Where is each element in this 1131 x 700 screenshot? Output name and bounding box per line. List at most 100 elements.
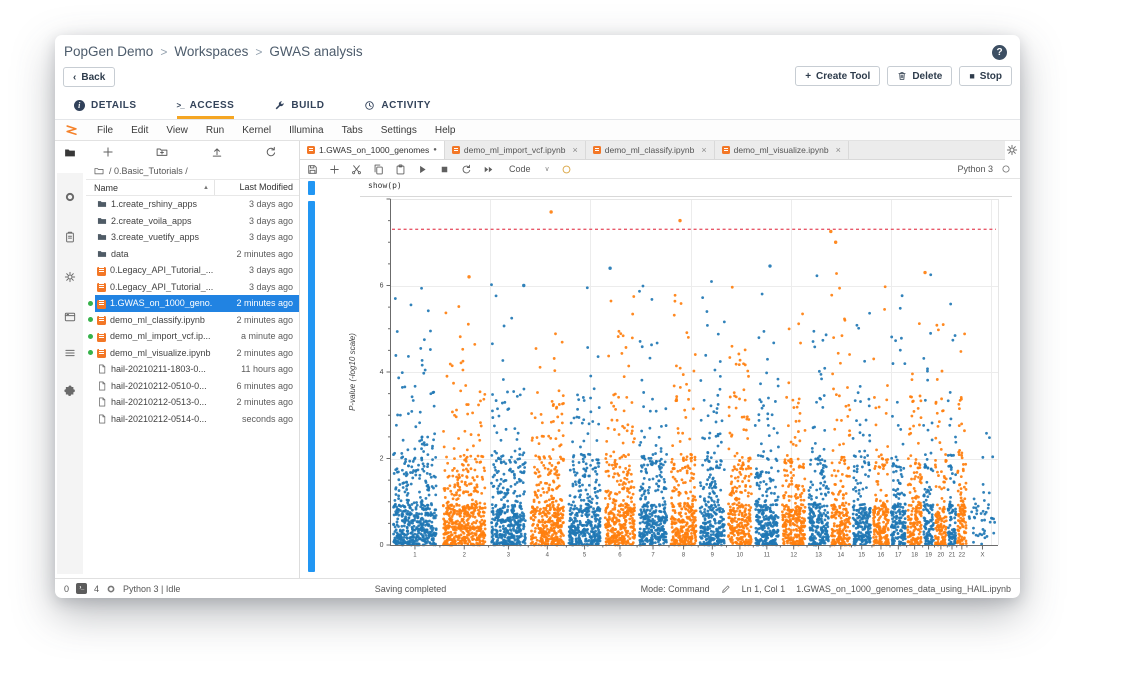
copy-cell-button[interactable]	[373, 164, 384, 175]
file-row[interactable]: hail-20210211-1803-0... 11 hours ago	[86, 361, 299, 378]
new-folder-icon[interactable]	[156, 146, 168, 158]
menu-item-file[interactable]: File	[97, 124, 114, 136]
file-modified: 2 minutes ago	[236, 347, 293, 358]
help-button[interactable]: ?	[992, 45, 1007, 60]
file-list: 1.create_rshiny_apps 3 days ago 2.create_v…	[86, 196, 299, 427]
file-row[interactable]: 2.create_voila_apps 3 days ago	[86, 213, 299, 230]
running-sessions-icon[interactable]	[64, 191, 76, 203]
jupyter-menubar: File Edit View Run Kernel Illumina Tabs Setting…	[55, 120, 1020, 141]
menu-item-view[interactable]: View	[166, 124, 188, 136]
folder-icon	[97, 232, 107, 242]
menu-item-edit[interactable]: Edit	[131, 124, 149, 136]
restart-kernel-button[interactable]	[461, 164, 472, 175]
tab-details[interactable]: i DETAILS	[74, 96, 137, 119]
menu-item-run[interactable]: Run	[205, 124, 225, 136]
create-tool-button[interactable]: + Create Tool	[795, 66, 881, 86]
paste-cell-button[interactable]	[395, 164, 406, 175]
running-indicator	[88, 350, 93, 356]
menu-item-illumina[interactable]: Illumina	[289, 124, 324, 136]
file-row[interactable]: hail-20210212-0513-0... 2 minutes ago	[86, 394, 299, 411]
file-row[interactable]: demo_ml_classify.ipynb 2 minutes ago	[86, 312, 299, 329]
extensions-icon[interactable]	[64, 384, 76, 396]
tab-build[interactable]: BUILD	[274, 96, 324, 119]
stop-square-icon: ■	[969, 70, 975, 81]
close-icon[interactable]: ×	[701, 145, 707, 155]
file-row[interactable]: hail-20210212-0514-0... seconds ago	[86, 411, 299, 428]
file-row[interactable]: hail-20210212-0510-0... 6 minutes ago	[86, 378, 299, 395]
delete-button[interactable]: Delete	[887, 66, 953, 86]
file-browser-icon[interactable]	[64, 147, 76, 159]
doc-tab[interactable]: demo_ml_visualize.ipynb ×	[714, 141, 849, 159]
breadcrumb-item[interactable]: PopGen Demo	[64, 44, 154, 59]
refresh-icon[interactable]	[265, 146, 277, 158]
menu-item-kernel[interactable]: Kernel	[242, 124, 272, 136]
menu-item-settings[interactable]: Settings	[380, 124, 417, 136]
cell-type-dropdown[interactable]: Code ∨	[509, 164, 550, 174]
kernel-name[interactable]: Python 3	[957, 164, 993, 174]
activity-bar-strip	[57, 173, 83, 574]
cell-collapser-output[interactable]	[308, 201, 315, 572]
file-icon	[97, 397, 107, 407]
tab-access[interactable]: >_ ACCESS	[176, 96, 235, 119]
close-icon[interactable]: ×	[572, 145, 578, 155]
file-row[interactable]: data 2 minutes ago	[86, 246, 299, 263]
pencil-icon	[721, 584, 731, 594]
spacer-dot	[88, 383, 93, 388]
jupyter-logo-icon	[64, 123, 80, 137]
menu-item-tabs[interactable]: Tabs	[341, 124, 363, 136]
cut-cell-button[interactable]	[351, 164, 362, 175]
tab-activity[interactable]: ACTIVITY	[364, 96, 431, 119]
plus-icon: +	[805, 70, 812, 82]
new-launcher-icon[interactable]	[102, 146, 114, 158]
doc-tab[interactable]: demo_ml_classify.ipynb ×	[585, 141, 715, 159]
spacer-dot	[88, 367, 93, 372]
file-name: 1.create_rshiny_apps	[111, 199, 198, 210]
file-row[interactable]: 1.GWAS_on_1000_geno... 2 minutes ago	[86, 295, 299, 312]
modified-column-header[interactable]: Last Modified	[214, 180, 299, 195]
restart-run-all-button[interactable]	[483, 164, 494, 175]
file-row[interactable]: 1.create_rshiny_apps 3 days ago	[86, 196, 299, 213]
table-of-contents-icon[interactable]	[64, 347, 76, 359]
command-palette-icon[interactable]	[64, 231, 76, 243]
open-tabs-icon[interactable]	[64, 311, 76, 323]
terminals-count[interactable]: 0	[64, 583, 70, 594]
add-cell-button[interactable]	[329, 164, 340, 175]
gear-icon[interactable]	[1006, 144, 1018, 156]
file-browser-breadcrumb[interactable]: / 0.Basic_Tutorials /	[86, 162, 299, 179]
interrupt-kernel-button[interactable]	[439, 164, 450, 175]
save-button[interactable]	[307, 164, 318, 175]
tab-label: ACCESS	[189, 100, 235, 111]
close-icon[interactable]: ×	[835, 145, 841, 155]
wrench-icon	[274, 100, 285, 111]
file-row[interactable]: 0.Legacy_API_Tutorial_... 3 days ago	[86, 262, 299, 279]
breadcrumb-item[interactable]: Workspaces	[174, 44, 249, 59]
code-cell-text[interactable]: show(p)	[368, 181, 402, 190]
file-row[interactable]: demo_ml_import_vcf.ip... a minute ago	[86, 328, 299, 345]
folder-icon	[97, 249, 107, 259]
file-name: hail-20210212-0513-0...	[111, 397, 207, 408]
editor-mode[interactable]: Mode: Command	[640, 583, 710, 594]
property-inspector-icon[interactable]	[64, 271, 76, 283]
back-button[interactable]: ‹ Back	[63, 67, 116, 87]
file-row[interactable]: 3.create_vuetify_apps 3 days ago	[86, 229, 299, 246]
menu-item-help[interactable]: Help	[434, 124, 456, 136]
execution-indicator-icon	[561, 164, 572, 175]
run-button[interactable]	[417, 164, 428, 175]
name-column-header[interactable]: Name ▲	[86, 183, 214, 193]
file-row[interactable]: demo_ml_visualize.ipynb 2 minutes ago	[86, 345, 299, 362]
cursor-position[interactable]: Ln 1, Col 1	[741, 583, 786, 594]
kernels-count[interactable]: 4	[94, 583, 100, 594]
folder-icon	[97, 199, 107, 209]
document-tabs: 1.GWAS_on_1000_genomes ● demo_ml_import_vc…	[300, 141, 1005, 160]
notebook-icon	[97, 347, 106, 359]
file-modified: seconds ago	[241, 413, 293, 424]
cell-collapser-input[interactable]	[308, 181, 315, 195]
notebook-icon	[97, 281, 106, 293]
kernel-status-text[interactable]: Python 3 | Idle	[123, 583, 181, 594]
doc-tab[interactable]: 1.GWAS_on_1000_genomes ●	[300, 141, 445, 159]
stop-button[interactable]: ■ Stop	[959, 66, 1012, 86]
file-browser-panel: / 0.Basic_Tutorials / Name ▲ Last Modifi…	[86, 141, 300, 578]
doc-tab[interactable]: demo_ml_import_vcf.ipynb ×	[444, 141, 586, 159]
file-row[interactable]: 0.Legacy_API_Tutorial_... 3 days ago	[86, 279, 299, 296]
upload-icon[interactable]	[211, 146, 223, 158]
